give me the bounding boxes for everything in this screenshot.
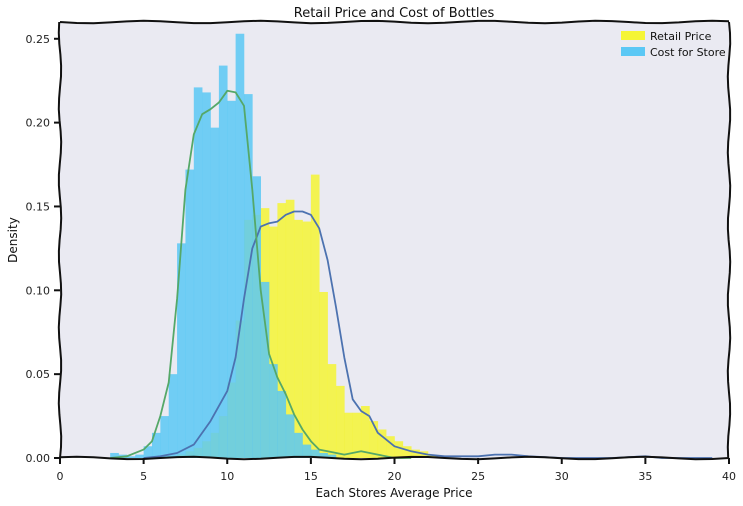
- histogram-bar-cost-for-store: [235, 33, 245, 458]
- histogram-bar-retail-price: [285, 199, 295, 458]
- histogram-bar-cost-for-store: [193, 87, 203, 459]
- histogram-bar-cost-for-store: [319, 452, 328, 458]
- histogram-bar-retail-price: [369, 421, 379, 458]
- legend-label-retail-price: Retail Price: [650, 30, 712, 43]
- histogram-bar-retail-price: [344, 412, 353, 458]
- histogram-bar-cost-for-store: [269, 364, 278, 458]
- x-axis-label: Each Stores Average Price: [315, 486, 472, 500]
- histogram-bar-retail-price: [310, 174, 320, 458]
- x-tick-label: 0: [57, 470, 64, 483]
- kde-line-cost-for-store: [110, 89, 412, 459]
- histogram-bar-cost-for-store: [294, 432, 303, 458]
- histogram-bar-retail-price: [319, 291, 328, 458]
- histogram-bar-retail-price: [386, 436, 395, 458]
- histogram-bar-retail-price: [302, 221, 312, 458]
- y-tick-label: 0.10: [26, 284, 51, 297]
- histogram-bar-cost-for-store: [210, 127, 220, 459]
- x-tick-label: 5: [140, 470, 147, 483]
- histogram-bar-cost-for-store: [202, 92, 211, 458]
- histogram-bar-retail-price: [277, 203, 287, 458]
- histogram-bar-cost-for-store: [177, 243, 186, 458]
- histogram-bar-retail-price: [294, 219, 303, 458]
- histogram-bar-cost-for-store: [227, 100, 236, 459]
- y-tick-label: 0.25: [26, 33, 51, 46]
- y-axis-label: Density: [6, 217, 20, 263]
- legend-swatch-retail-price: [621, 31, 645, 40]
- x-tick-label: 20: [388, 470, 402, 483]
- histogram-bar-cost-for-store: [260, 281, 270, 458]
- histogram-bar-cost-for-store: [310, 449, 320, 458]
- chart-title: Retail Price and Cost of Bottles: [294, 6, 495, 21]
- histogram-bar-cost-for-store: [135, 454, 144, 458]
- x-tick-label: 10: [220, 470, 234, 483]
- kde-curves: [110, 89, 713, 459]
- histogram-bar-retail-price: [269, 226, 278, 458]
- plot-background: [60, 22, 729, 458]
- y-tick-label: 0.20: [26, 117, 51, 130]
- x-axis-ticks: 0 5 10 15 20 25 30 35 40: [57, 458, 736, 483]
- histogram-bar-cost-for-store: [126, 456, 136, 458]
- legend-label-cost-for-store: Cost for Store: [650, 46, 726, 59]
- legend-swatch-cost-for-store: [621, 47, 645, 56]
- x-tick-label: 35: [638, 470, 652, 483]
- histogram-bar-cost-for-store: [218, 65, 228, 458]
- histogram-bar-retail-price: [361, 406, 370, 458]
- histogram-bar-cost-for-store: [185, 169, 195, 459]
- histogram-bar-retail-price: [394, 441, 404, 458]
- histogram-bar-retail-price: [335, 385, 345, 458]
- histogram-bar-cost-for-store: [327, 454, 337, 458]
- y-tick-label: 0.05: [26, 368, 51, 381]
- x-tick-label: 30: [555, 470, 569, 483]
- histogram-bar-retail-price: [327, 364, 337, 458]
- histogram-bar-retail-price: [411, 449, 420, 458]
- histogram-bar-cost-for-store: [285, 414, 295, 458]
- legend: Retail Price Cost for Store: [615, 27, 726, 63]
- histogram-bar-retail-price: [377, 429, 387, 458]
- histogram-bar-cost-for-store: [160, 416, 170, 458]
- y-tick-label: 0.00: [26, 452, 51, 465]
- histogram-bar-cost-for-store: [151, 432, 161, 458]
- histogram-bar-cost-for-store: [168, 374, 178, 458]
- histogram-bar-cost-for-store: [110, 452, 119, 458]
- histogram-bar-cost-for-store: [277, 390, 287, 458]
- histogram-bar-cost-for-store: [252, 176, 261, 458]
- histogram-bar-retail-price: [352, 412, 362, 458]
- histogram-bar-cost-for-store: [302, 444, 312, 458]
- histogram-bar-cost-for-store: [143, 446, 153, 458]
- histogram-bar-retail-price: [402, 446, 412, 458]
- y-axis-ticks: 0.00 0.05 0.10 0.15 0.20 0.25: [26, 33, 60, 465]
- plot-frame: [57, 19, 732, 461]
- kde-line-retail-price: [143, 210, 713, 459]
- x-tick-label: 15: [304, 470, 318, 483]
- y-tick-label: 0.15: [26, 200, 51, 213]
- x-tick-label: 40: [722, 470, 736, 483]
- histogram-bars: [110, 33, 437, 459]
- x-tick-label: 25: [471, 470, 485, 483]
